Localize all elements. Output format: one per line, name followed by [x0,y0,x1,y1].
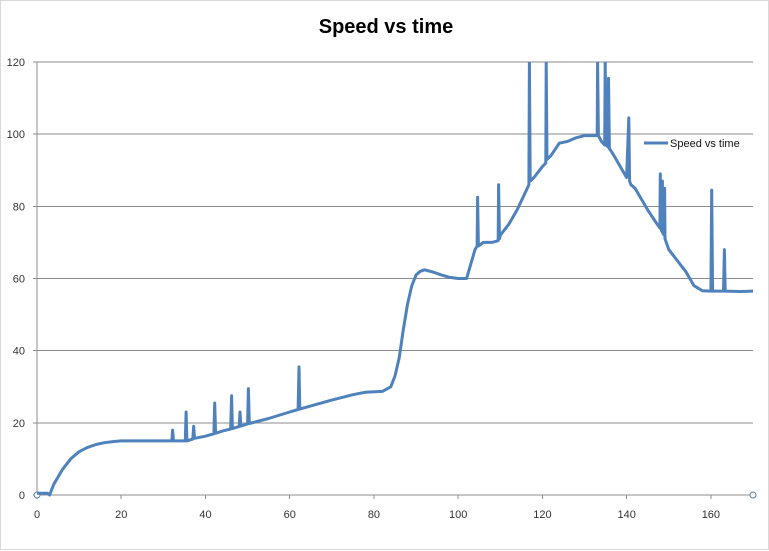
x-tick-label: 0 [34,509,40,521]
x-tick-label: 100 [449,509,467,521]
y-tick-label: 100 [7,129,25,141]
gridlines [37,61,753,424]
axes: 0 20 40 60 80 100 120 0 20 40 60 80 100 120 140 160 [7,57,757,521]
chart-title: Speed vs time [319,16,454,38]
y-tick-label: 0 [19,490,25,502]
series-layer [37,62,754,497]
selection-handle[interactable] [749,491,757,499]
series-line-0 [37,62,754,497]
x-tick-label: 120 [533,509,551,521]
y-tick-label: 80 [13,201,25,213]
x-tick-label: 60 [284,509,296,521]
legend-entry-speed-vs-time: Speed vs time [670,138,740,150]
x-tick-label: 80 [368,509,380,521]
y-tick-label: 60 [13,274,25,286]
x-tick-label: 160 [702,509,720,521]
x-tick-label: 20 [115,509,127,521]
y-tick-label: 40 [13,346,25,358]
x-tick-label: 140 [617,509,635,521]
x-tick-label: 40 [199,509,211,521]
legend: Speed vs time [644,138,740,150]
y-tick-label: 120 [7,57,25,69]
y-tick-label: 20 [13,418,25,430]
